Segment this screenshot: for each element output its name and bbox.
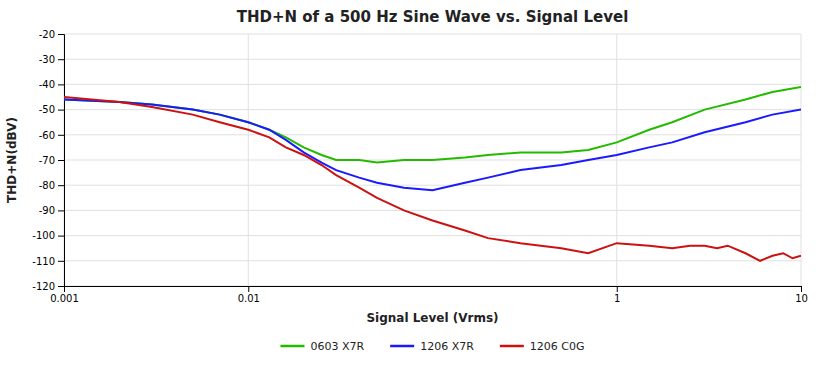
tick-mark	[58, 34, 64, 35]
tick-label: -120	[32, 281, 55, 292]
tick-mark	[58, 261, 64, 262]
axis-line	[58, 35, 65, 287]
y-tick: -120	[32, 281, 64, 292]
x-tick: 0.01	[238, 286, 260, 304]
tick-label: 10	[795, 293, 808, 304]
y-tick: -90	[39, 205, 64, 216]
grid	[64, 34, 801, 286]
legend-swatch	[500, 345, 524, 348]
tick-label: 0.01	[238, 293, 260, 304]
grid-line	[64, 34, 801, 35]
legend-label: 0603 X7R	[310, 340, 364, 353]
tick-label: 1	[614, 293, 620, 304]
tick-mark	[58, 160, 64, 161]
grid-line	[64, 59, 801, 60]
y-tick: -70	[39, 155, 64, 166]
tick-label: -20	[39, 29, 55, 40]
legend-swatch	[280, 345, 304, 348]
tick-label: -40	[39, 79, 55, 90]
tick-mark	[58, 135, 64, 136]
tick-mark	[617, 286, 618, 292]
series-group	[64, 87, 801, 261]
legend-swatch	[390, 345, 414, 348]
grid-line	[64, 185, 801, 186]
grid-line	[64, 134, 801, 135]
legend-label: 1206 X7R	[420, 340, 474, 353]
legend-item: 0603 X7R	[280, 340, 364, 353]
series-line	[64, 100, 801, 191]
grid-line	[64, 210, 801, 211]
y-tick: -110	[32, 256, 64, 267]
legend-item: 1206 C0G	[500, 340, 585, 353]
y-tick: -40	[39, 79, 64, 90]
tick-mark	[58, 185, 64, 186]
tick-mark	[58, 84, 64, 85]
tick-label: -90	[39, 205, 55, 216]
chart: 0.001 0.01 1 10 -20 -30 -40 -50 -60 -70 -80 -90 -100…	[0, 0, 827, 366]
tick-label: -70	[39, 155, 55, 166]
tick-mark	[58, 210, 64, 211]
title: THD+N of a 500 Hz Sine Wave vs. Signal L…	[237, 8, 629, 26]
y-tick: -80	[39, 180, 64, 191]
series-line	[64, 97, 801, 261]
tick-label: -60	[39, 130, 55, 141]
tick-mark	[58, 236, 64, 237]
legend-label: 1206 C0G	[530, 340, 585, 353]
y-axis: -20 -30 -40 -50 -60 -70 -80 -90 -100 -110 -120	[32, 29, 64, 292]
tick-label: 0.001	[50, 293, 79, 304]
y-tick: -100	[32, 230, 64, 241]
plot: 0.001 0.01 1 10 -20 -30 -40 -50 -60 -70 -80 -90 -100…	[32, 29, 808, 304]
legend: 0603 X7R 1206 X7R 1206 C0G	[280, 340, 584, 353]
tick-mark	[58, 286, 64, 287]
axis-line	[65, 287, 802, 293]
y-tick: -60	[39, 130, 64, 141]
x-axis-label: Signal Level (Vrms)	[366, 311, 498, 325]
y-tick: -20	[39, 29, 64, 40]
y-tick: -50	[39, 104, 64, 115]
y-axis-label: THD+N(dBV)	[5, 117, 19, 203]
y-tick: -30	[39, 54, 64, 65]
x-axis: 0.001 0.01 1 10	[50, 286, 808, 304]
tick-mark	[58, 59, 64, 60]
tick-label: -80	[39, 180, 55, 191]
grid-line	[64, 235, 801, 236]
tick-label: -50	[39, 104, 55, 115]
grid-line	[64, 260, 801, 261]
tick-mark	[248, 286, 249, 292]
tick-label: -30	[39, 54, 55, 65]
tick-label: -110	[32, 256, 55, 267]
grid-line	[64, 109, 801, 110]
tick-mark	[58, 110, 64, 111]
x-tick: 1	[614, 286, 620, 304]
tick-mark	[801, 286, 802, 292]
x-tick: 10	[795, 286, 808, 304]
tick-label: -100	[32, 230, 55, 241]
series-line	[64, 87, 801, 163]
legend-item: 1206 X7R	[390, 340, 474, 353]
grid-line	[64, 84, 801, 85]
